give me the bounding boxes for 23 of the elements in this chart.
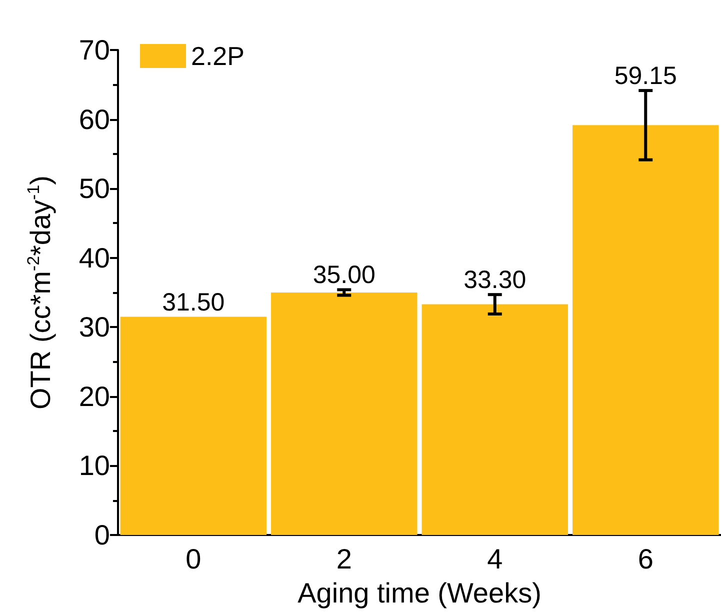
y-tick-label: 70 [78, 34, 110, 66]
y-tick-label: 30 [78, 312, 110, 343]
x-axis-title: Aging time (Weeks) [298, 578, 542, 608]
y-tick-label: 20 [78, 380, 110, 412]
data-label: 59.15 [614, 62, 677, 90]
x-tick-label: 0 [186, 544, 202, 574]
bar [271, 292, 418, 535]
y-tick-label: 0 [94, 520, 110, 550]
legend-label: 2.2P [191, 41, 244, 71]
bar [572, 125, 719, 535]
y-tick-label: 50 [78, 173, 110, 204]
bar [120, 316, 266, 535]
y-axis-title: OTR (cc*m-2*day-1) [24, 175, 56, 410]
data-label: 33.30 [464, 266, 526, 294]
y-tick-label: 10 [78, 450, 110, 482]
bar [422, 304, 568, 535]
data-label: 35.00 [312, 261, 376, 290]
x-tick-label: 6 [638, 544, 654, 574]
data-label: 31.50 [162, 288, 225, 316]
y-tick-label: 60 [78, 104, 110, 135]
x-tick-label: 4 [487, 544, 503, 574]
y-tick-label: 40 [78, 242, 110, 274]
x-tick-label: 2 [336, 544, 352, 574]
